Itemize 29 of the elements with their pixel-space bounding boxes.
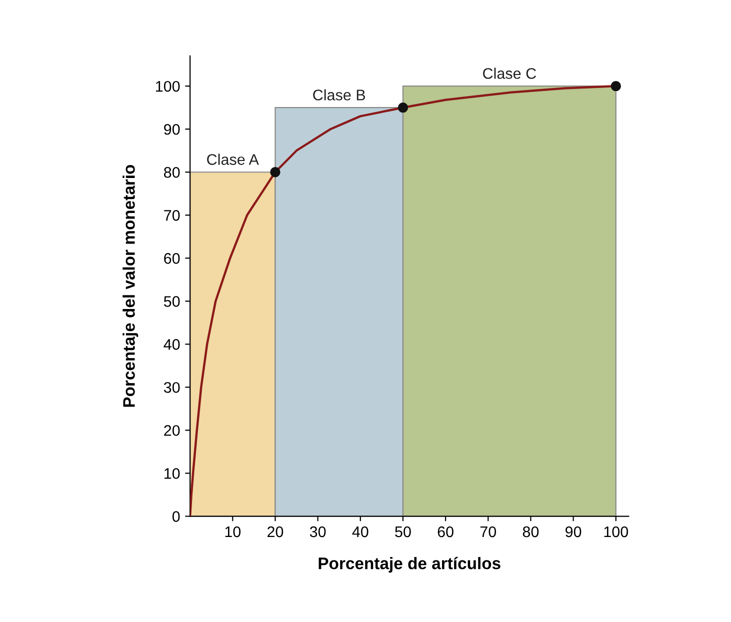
y-tick-label: 0	[172, 511, 180, 522]
y-axis-title: Porcentaje del valor monetario	[122, 164, 138, 407]
annotation: Clase B	[313, 89, 366, 100]
point	[398, 102, 408, 113]
y-tick-label: 20	[164, 425, 180, 436]
point	[270, 167, 280, 178]
y-tick-label: 30	[164, 382, 180, 393]
y-tick-label: 10	[164, 468, 180, 479]
y-tick-label: 100	[156, 80, 180, 92]
x-tick-label: 70	[480, 526, 496, 538]
y-tick-label: 60	[164, 253, 180, 264]
annotation: Clase C	[483, 68, 536, 79]
y-tick-label: 80	[164, 166, 180, 178]
annotation: Clase A	[207, 154, 259, 165]
point	[610, 81, 621, 92]
x-tick-label: 40	[352, 526, 368, 538]
y-tick-label: 50	[164, 296, 180, 307]
x-tick-label: 90	[566, 526, 582, 538]
x-tick-label: 30	[310, 526, 326, 538]
y-tick-label: 70	[164, 210, 180, 221]
x-tick-label: 10	[225, 526, 241, 538]
x-axis-title: Porcentaje de artículos	[318, 556, 500, 573]
x-tick-label: 50	[395, 526, 411, 538]
x-tick-label: 20	[268, 526, 284, 538]
y-tick-label: 90	[164, 124, 180, 135]
y-tick-label: 40	[164, 339, 180, 350]
x-tick-label: 60	[438, 526, 454, 538]
x-tick-label: 80	[522, 526, 539, 538]
x-tick-label: 100	[604, 526, 628, 538]
